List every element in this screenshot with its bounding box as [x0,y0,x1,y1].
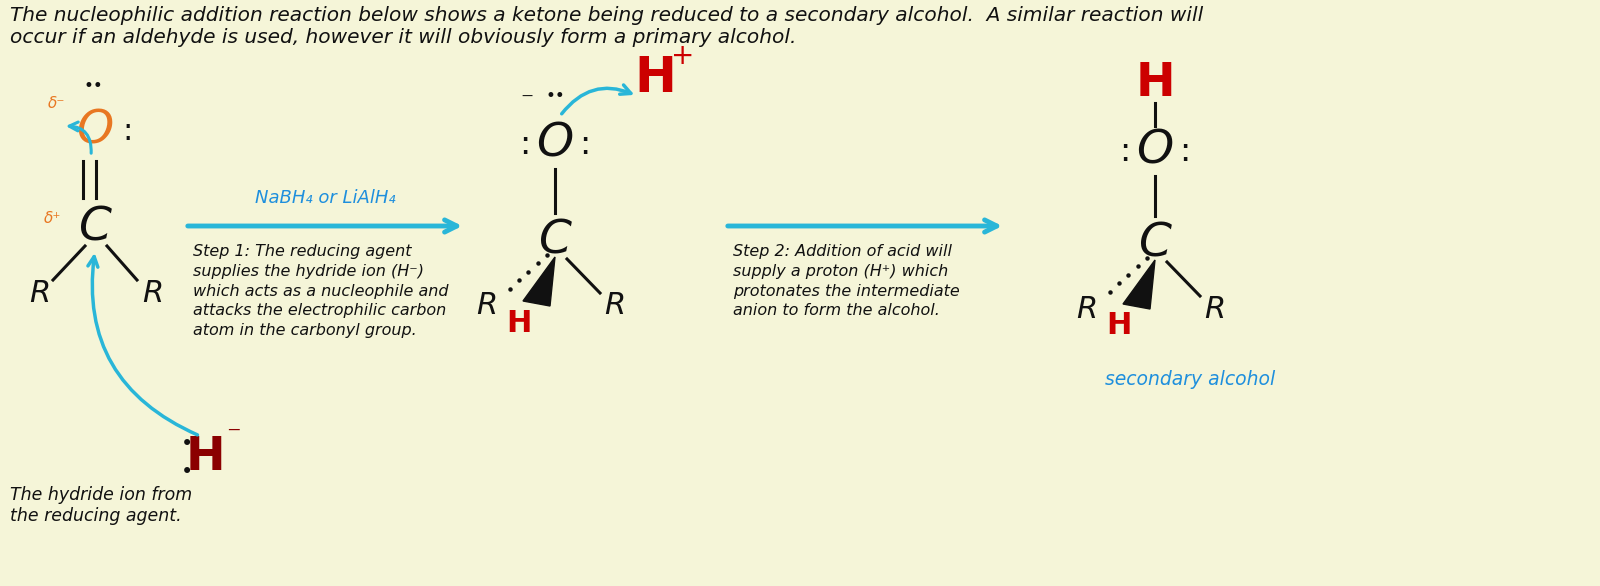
Text: H: H [506,308,531,338]
Text: :: : [122,117,133,145]
Text: ••: •• [546,87,565,105]
Text: δ⁺: δ⁺ [45,210,62,226]
Text: R: R [477,291,498,321]
Text: •: • [181,462,194,482]
Text: C: C [1139,222,1171,267]
Text: H: H [1106,312,1131,340]
Text: R: R [1205,295,1226,323]
Text: ⁻: ⁻ [226,422,240,450]
Text: •: • [181,434,194,454]
Text: :: : [1120,135,1131,168]
Text: The hydride ion from
the reducing agent.: The hydride ion from the reducing agent. [10,486,192,525]
Text: R: R [29,278,51,308]
Text: H: H [1134,60,1174,105]
Text: C: C [539,219,571,264]
Text: secondary alcohol: secondary alcohol [1106,370,1275,389]
Polygon shape [523,257,555,306]
Text: The nucleophilic addition reaction below shows a ketone being reduced to a secon: The nucleophilic addition reaction below… [10,6,1203,47]
Text: ••: •• [83,77,102,95]
Text: O: O [1136,128,1174,173]
Text: δ⁻: δ⁻ [48,96,66,111]
Text: Step 2: Addition of acid will
supply a proton (H⁺) which
protonates the intermed: Step 2: Addition of acid will supply a p… [733,244,960,318]
Text: :: : [520,128,531,161]
Text: :: : [579,128,590,161]
Text: O: O [536,121,574,166]
Text: :: : [1179,135,1190,168]
Text: C: C [78,206,112,250]
Text: R: R [142,278,163,308]
Text: O: O [77,108,114,154]
Text: R: R [605,291,626,321]
Text: ⁻: ⁻ [520,90,533,114]
Text: H: H [634,54,675,102]
Polygon shape [1123,260,1155,309]
Text: R: R [1077,295,1098,323]
Text: NaBH₄ or LiAlH₄: NaBH₄ or LiAlH₄ [254,189,395,207]
Text: Step 1: The reducing agent
supplies the hydride ion (H⁻)
which acts as a nucleop: Step 1: The reducing agent supplies the … [194,244,448,338]
Text: H: H [186,435,226,481]
Text: +: + [672,42,694,70]
